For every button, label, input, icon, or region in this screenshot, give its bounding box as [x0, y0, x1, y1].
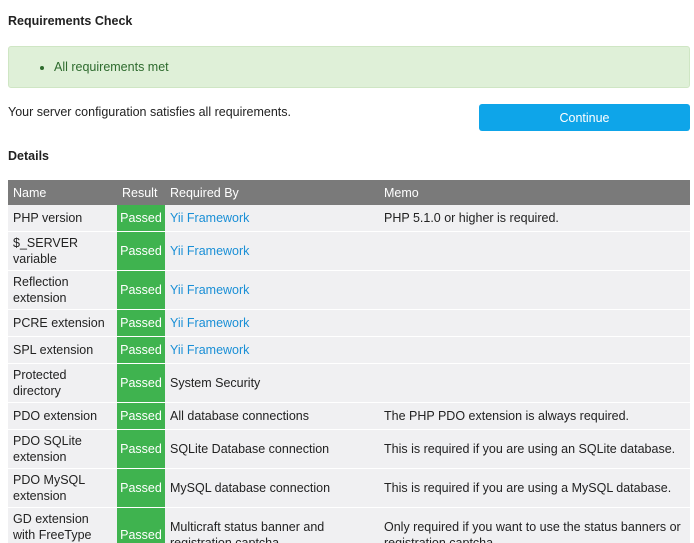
table-row: PHP version Passed Yii Framework PHP 5.1.0 …	[8, 205, 690, 232]
column-header: Required By	[165, 180, 379, 205]
memo-cell: Only required if you want to use the sta…	[379, 507, 690, 543]
required-by-text: All database connections	[170, 409, 309, 423]
name-cell: PDO SQLite extension	[8, 429, 117, 469]
table-row: PCRE extension Passed Yii Framework	[8, 309, 690, 337]
result-cell: Passed	[117, 429, 165, 469]
result-cell: Passed	[117, 336, 165, 364]
table-row: Protected directory Passed System Security	[8, 363, 690, 403]
continue-button[interactable]: Continue	[479, 104, 690, 131]
memo-text: The PHP PDO extension is always required…	[384, 409, 630, 423]
memo-text: This is required if you are using a MySQ…	[384, 481, 672, 495]
column-header: Name	[8, 180, 117, 205]
name-cell: PDO MySQL extension	[8, 468, 117, 508]
required-by-cell: System Security	[165, 363, 379, 403]
memo-cell	[379, 309, 690, 337]
requirements-table: Name Result Required By Memo PHP version Pas…	[8, 180, 690, 543]
column-header: Memo	[379, 180, 690, 205]
table-row: PDO MySQL extension Passed MySQL database …	[8, 468, 690, 508]
column-header: Result	[117, 180, 165, 205]
details-title: Details	[8, 149, 49, 163]
required-by-link[interactable]: Yii Framework	[170, 316, 250, 330]
required-by-link[interactable]: Yii Framework	[170, 211, 250, 225]
alert-list: All requirements met	[9, 47, 689, 87]
required-by-text: SQLite Database connection	[170, 442, 330, 456]
required-by-cell: Yii Framework	[165, 270, 379, 310]
memo-cell	[379, 336, 690, 364]
required-by-cell: Multicraft status banner and registratio…	[165, 507, 379, 543]
memo-cell	[379, 363, 690, 403]
table-row: Reflection extension Passed Yii Framework	[8, 270, 690, 310]
memo-text: Only required if you want to use the sta…	[384, 520, 681, 543]
name-cell: PCRE extension	[8, 309, 117, 337]
header-row: Name Result Required By Memo	[8, 180, 690, 205]
alert-item: All requirements met	[54, 47, 689, 87]
name-cell: PDO extension	[8, 402, 117, 430]
memo-text: This is required if you are using an SQL…	[384, 442, 676, 456]
name-cell: PHP version	[8, 205, 117, 232]
result-cell: Passed	[117, 205, 165, 232]
memo-cell: This is required if you are using an SQL…	[379, 429, 690, 469]
memo-cell	[379, 270, 690, 310]
required-by-cell: MySQL database connection	[165, 468, 379, 508]
result-cell: Passed	[117, 468, 165, 508]
required-by-cell: All database connections	[165, 402, 379, 430]
name-cell: GD extension with FreeType support	[8, 507, 117, 543]
required-by-cell: Yii Framework	[165, 336, 379, 364]
table-row: GD extension with FreeType supportPassed…	[8, 507, 690, 543]
required-by-text: MySQL database connection	[170, 481, 331, 495]
table-row: SPL extension Passed Yii Framework	[8, 336, 690, 364]
result-cell: Passed	[117, 402, 165, 430]
result-cell: Passed	[117, 507, 165, 543]
summary-text: Your server configuration satisfies all …	[8, 105, 292, 119]
result-cell: Passed	[117, 309, 165, 337]
required-by-text: Multicraft status banner and registratio…	[170, 520, 325, 543]
required-by-cell: Yii Framework	[165, 231, 379, 271]
result-cell: Passed	[117, 270, 165, 310]
required-by-link[interactable]: Yii Framework	[170, 343, 250, 357]
result-cell: Passed	[117, 363, 165, 403]
name-cell: Protected directory	[8, 363, 117, 403]
table-row: PDO SQLite extension Passed SQLite Databas…	[8, 429, 690, 469]
table-row: $_SERVER variable Passed Yii Framework	[8, 231, 690, 271]
required-by-text: System Security	[170, 376, 261, 390]
memo-text: PHP 5.1.0 or higher is required.	[384, 211, 559, 225]
required-by-link[interactable]: Yii Framework	[170, 244, 250, 258]
name-cell: $_SERVER variable	[8, 231, 117, 271]
table-row: PDO extension Passed All database connecti…	[8, 402, 690, 430]
success-alert: All requirements met	[8, 46, 690, 88]
memo-cell: This is required if you are using a MySQ…	[379, 468, 690, 508]
name-cell: SPL extension	[8, 336, 117, 364]
required-by-cell: SQLite Database connection	[165, 429, 379, 469]
memo-cell: The PHP PDO extension is always required…	[379, 402, 690, 430]
required-by-link[interactable]: Yii Framework	[170, 283, 250, 297]
page-title: Requirements Check	[8, 14, 133, 28]
memo-cell	[379, 231, 690, 271]
required-by-cell: Yii Framework	[165, 309, 379, 337]
name-cell: Reflection extension	[8, 270, 117, 310]
result-cell: Passed	[117, 231, 165, 271]
memo-cell: PHP 5.1.0 or higher is required.	[379, 205, 690, 232]
required-by-cell: Yii Framework	[165, 205, 379, 232]
